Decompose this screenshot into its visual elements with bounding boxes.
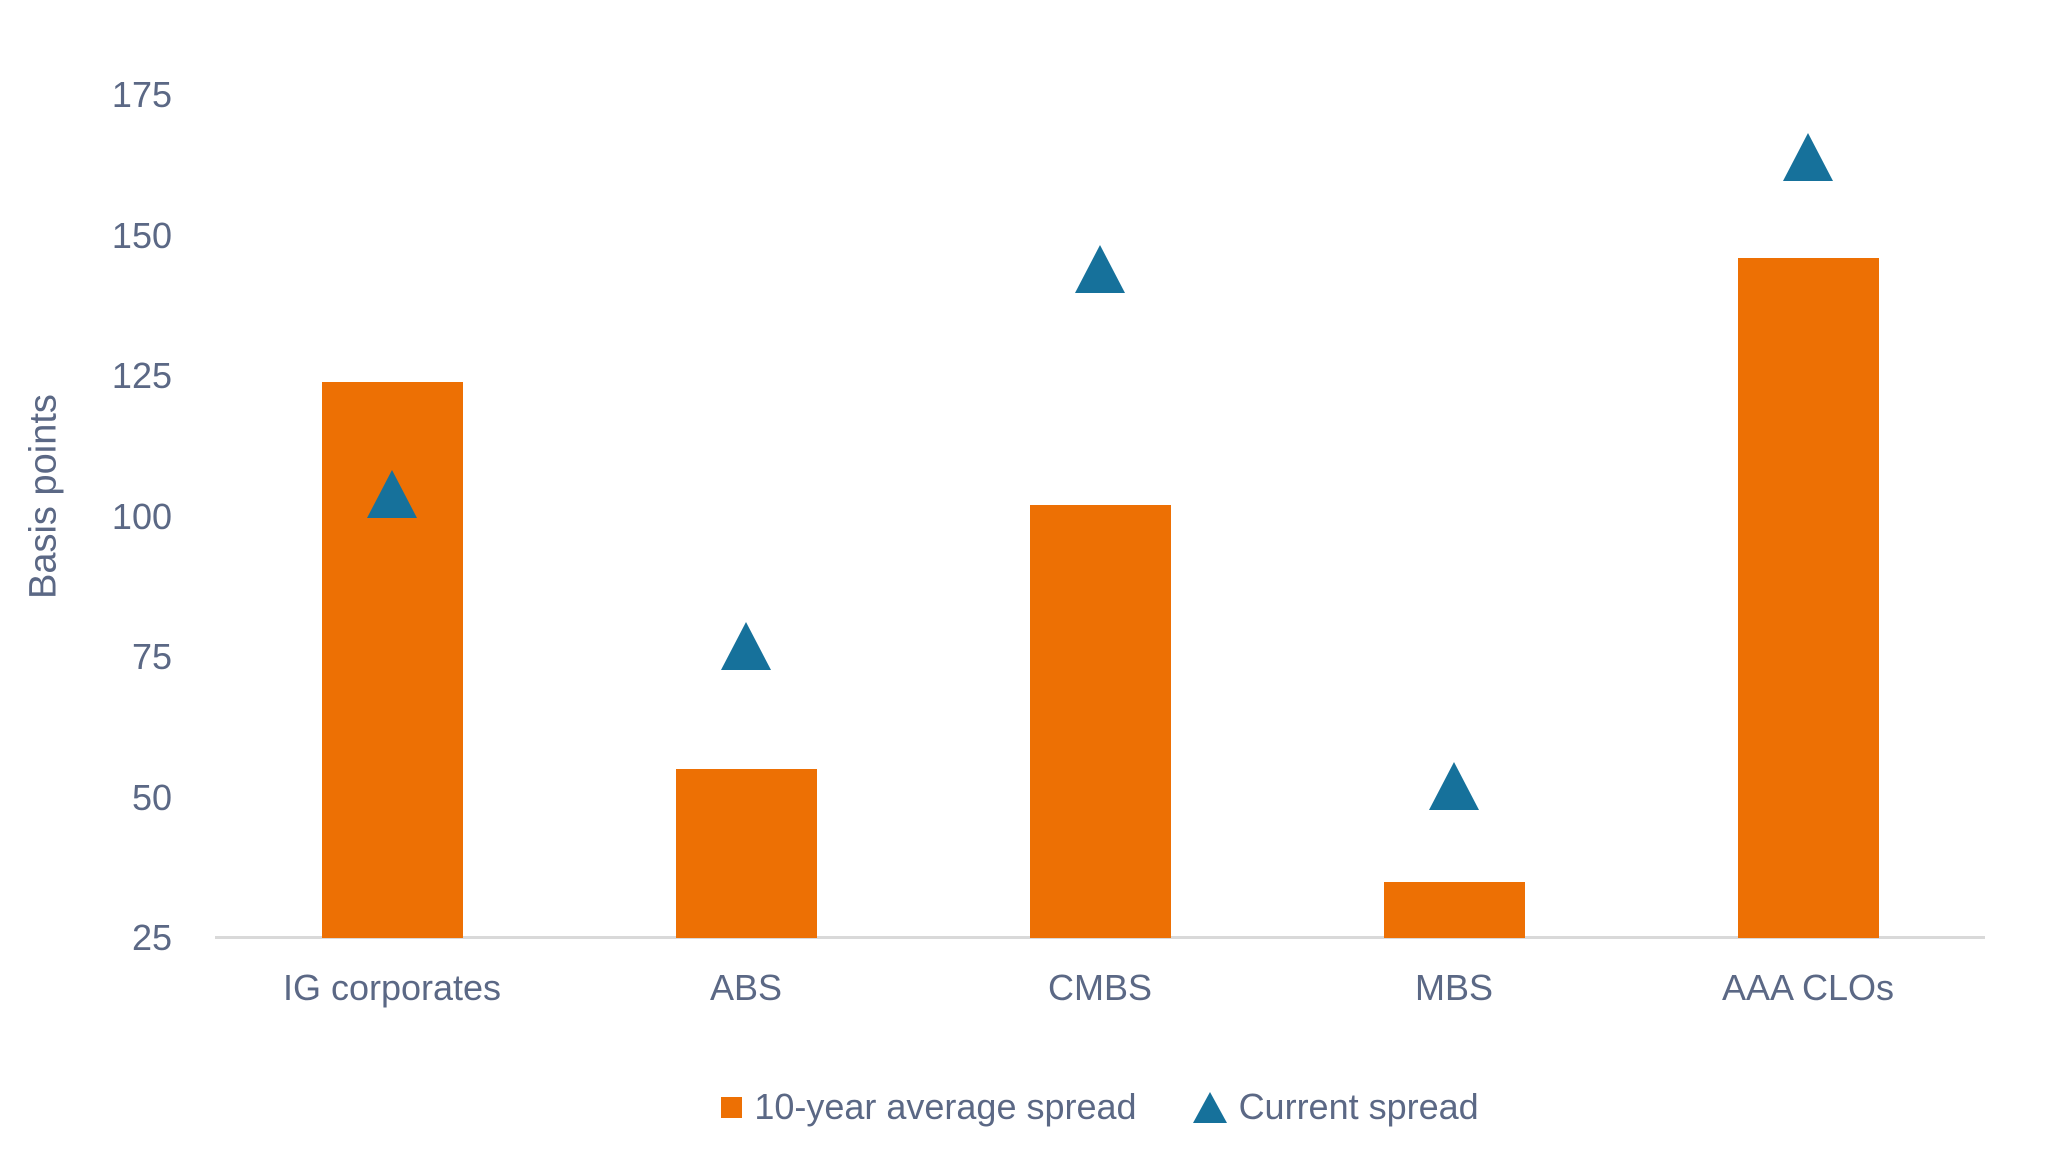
bar-mbs xyxy=(1384,882,1525,938)
y-tick-25: 25 xyxy=(131,917,172,958)
legend-item-average-spread: 10-year average spread xyxy=(721,1086,1137,1128)
current-spread-marker-abs xyxy=(721,622,771,670)
current-spread-marker-ig-corporates xyxy=(367,470,417,518)
legend-label-average-spread: 10-year average spread xyxy=(754,1086,1137,1127)
category-label-abs: ABS xyxy=(709,967,783,1008)
average-spread-square-icon xyxy=(721,1096,743,1118)
legend: 10-year average spread Current spread xyxy=(215,1086,1985,1128)
legend-item-current-spread: Current spread xyxy=(1192,1086,1479,1128)
y-tick-150: 150 xyxy=(111,214,172,256)
bar-abs xyxy=(676,769,817,938)
legend-label-current-spread: Current spread xyxy=(1238,1086,1479,1127)
bar-aaa-clos xyxy=(1738,258,1879,938)
y-tick-50: 50 xyxy=(131,776,172,818)
y-tick-175: 175 xyxy=(111,74,172,115)
current-spread-marker-cmbs xyxy=(1075,245,1125,293)
current-spread-triangle-icon xyxy=(1192,1091,1227,1123)
category-label-aaa-clos: AAA CLOs xyxy=(1721,967,1895,1008)
y-tick-100: 100 xyxy=(111,495,172,537)
current-spread-marker-aaa-clos xyxy=(1783,133,1833,181)
category-label-cmbs: CMBS xyxy=(1047,967,1152,1008)
y-tick-125: 125 xyxy=(111,355,172,396)
bar-ig-corporates xyxy=(322,382,463,938)
category-label-ig-corporates: IG corporates xyxy=(282,967,502,1008)
y-tick-75: 75 xyxy=(131,636,172,677)
bar-cmbs xyxy=(1030,505,1171,938)
current-spread-marker-mbs xyxy=(1429,762,1479,810)
category-label-mbs: MBS xyxy=(1414,967,1493,1008)
